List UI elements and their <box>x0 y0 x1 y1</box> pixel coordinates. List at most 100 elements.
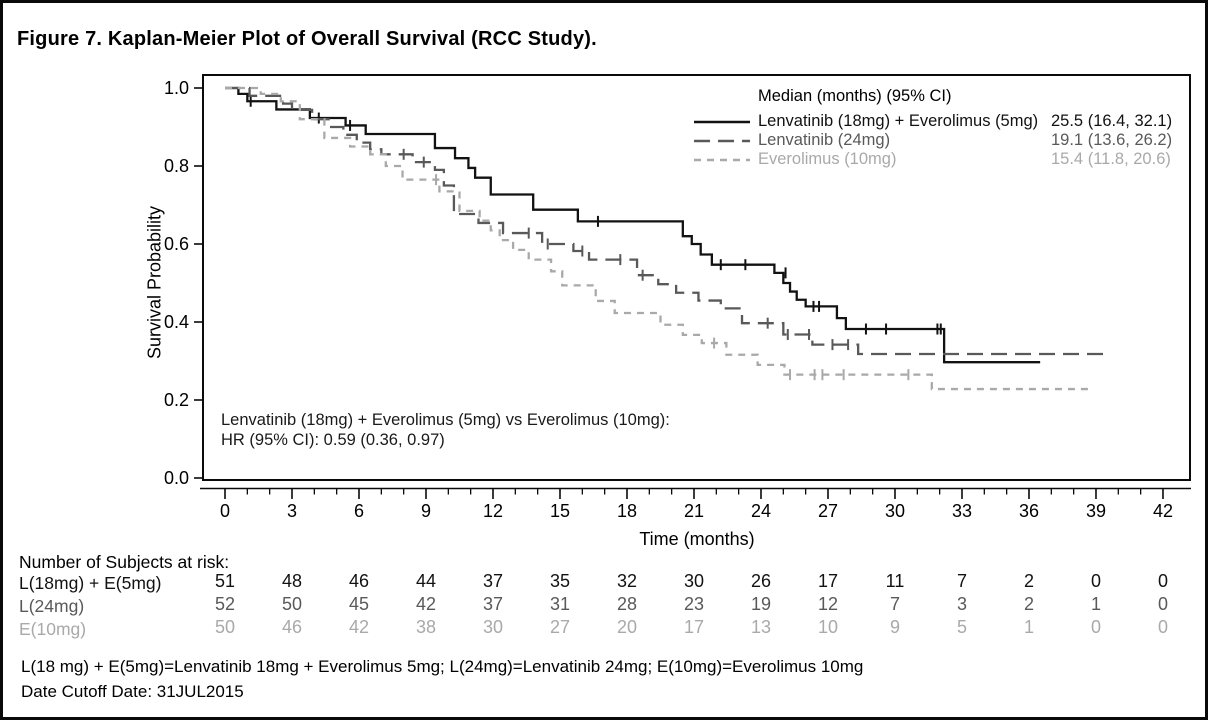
at-risk-row-label: E(10mg) <box>19 619 87 639</box>
svg-text:18: 18 <box>617 501 637 521</box>
svg-text:36: 36 <box>1019 501 1039 521</box>
legend-item-lenvatinib-24: Lenvatinib (24mg) 19.1 (13.6, 26.2) <box>693 131 1172 150</box>
censor-marks-2 <box>435 174 910 381</box>
svg-text:0: 0 <box>220 501 230 521</box>
survival-curves <box>225 86 1108 391</box>
svg-text:2: 2 <box>1024 594 1034 614</box>
svg-text:30: 30 <box>885 501 905 521</box>
censor-marks-1 <box>402 148 850 351</box>
at-risk-row-label: L(24mg) <box>19 596 85 616</box>
at-risk-table-title: Number of Subjects at risk: <box>19 552 230 572</box>
legend-header: Median (months) (95% CI) <box>758 87 952 105</box>
svg-text:19: 19 <box>751 594 771 614</box>
svg-text:30: 30 <box>483 617 503 637</box>
svg-text:21: 21 <box>684 501 704 521</box>
x-axis-label: Time (months) <box>639 529 755 549</box>
svg-text:23: 23 <box>684 594 704 614</box>
svg-text:46: 46 <box>349 571 369 591</box>
svg-text:0: 0 <box>1158 571 1168 591</box>
svg-text:13: 13 <box>751 617 771 637</box>
svg-text:24: 24 <box>751 501 771 521</box>
legend-line-sample-short-dash <box>694 158 750 161</box>
svg-text:48: 48 <box>282 571 302 591</box>
svg-text:26: 26 <box>751 571 771 591</box>
svg-text:17: 17 <box>684 617 704 637</box>
svg-text:6: 6 <box>354 501 364 521</box>
svg-text:46: 46 <box>282 617 302 637</box>
svg-text:37: 37 <box>483 594 503 614</box>
svg-text:0: 0 <box>1091 571 1101 591</box>
svg-text:1: 1 <box>1091 594 1101 614</box>
at-risk-values: 51 48 46 44 37 35 32 30 26 17 11 7 2 0 052 50 45 42 37 31 28… <box>215 571 1168 637</box>
svg-text:9: 9 <box>890 617 900 637</box>
svg-text:12: 12 <box>818 594 838 614</box>
legend-median-value: 25.5 (16.4, 32.1) <box>1051 112 1173 130</box>
svg-text:17: 17 <box>818 571 838 591</box>
svg-text:27: 27 <box>550 617 570 637</box>
legend-line-sample-long-dash <box>694 139 750 142</box>
svg-text:3: 3 <box>957 594 967 614</box>
svg-text:42: 42 <box>416 594 436 614</box>
svg-text:10: 10 <box>818 617 838 637</box>
svg-text:7: 7 <box>957 571 967 591</box>
svg-text:12: 12 <box>483 501 503 521</box>
legend-series-label: Lenvatinib (24mg) <box>758 131 891 149</box>
svg-text:1: 1 <box>1024 617 1034 637</box>
figure-title: Figure 7. Kaplan-Meier Plot of Overall S… <box>17 28 597 50</box>
y-axis-label: Survival Probability <box>144 205 165 360</box>
legend-item-lenvatinib-everolimus: Lenvatinib (18mg) + Everolimus (5mg) 25.… <box>693 112 1172 131</box>
svg-text:33: 33 <box>952 501 972 521</box>
svg-text:0.0: 0.0 <box>164 468 189 488</box>
svg-text:20: 20 <box>617 617 637 637</box>
svg-text:44: 44 <box>416 571 436 591</box>
svg-text:11: 11 <box>886 571 905 591</box>
svg-text:35: 35 <box>550 571 570 591</box>
svg-text:1.0: 1.0 <box>164 78 189 98</box>
svg-text:27: 27 <box>818 501 838 521</box>
km-plot-svg: 0 3 6 9 12 15 18 21 24 27 30 33 36 39 420.00.20.40.60.… <box>164 74 1191 637</box>
svg-text:37: 37 <box>483 571 503 591</box>
svg-text:0.2: 0.2 <box>164 390 189 410</box>
svg-text:42: 42 <box>1153 501 1173 521</box>
svg-text:9: 9 <box>421 501 431 521</box>
plot-frame <box>202 74 1191 481</box>
legend-median-value: 19.1 (13.6, 26.2) <box>1051 131 1173 149</box>
svg-text:7: 7 <box>890 594 900 614</box>
hr-annotation-line2: HR (95% CI): 0.59 (0.36, 0.97) <box>221 430 445 449</box>
abbreviation-footnote: L(18 mg) + E(5mg)=Lenvatinib 18mg + Ever… <box>21 657 864 676</box>
svg-text:31: 31 <box>550 594 570 614</box>
legend-median-value: 15.4 (11.8, 20.6) <box>1051 150 1171 168</box>
svg-text:38: 38 <box>416 617 436 637</box>
svg-text:5: 5 <box>957 617 967 637</box>
svg-text:0.4: 0.4 <box>164 312 189 332</box>
svg-text:3: 3 <box>287 501 297 521</box>
svg-text:0.8: 0.8 <box>164 156 189 176</box>
legend-item-everolimus-10: Everolimus (10mg) 15.4 (11.8, 20.6) <box>693 150 1172 169</box>
svg-text:28: 28 <box>617 594 637 614</box>
svg-text:39: 39 <box>1086 501 1106 521</box>
x-axis: 0 3 6 9 12 15 18 21 24 27 30 33 36 39 42 <box>200 487 1191 521</box>
svg-text:51: 51 <box>215 571 235 591</box>
legend-line-sample-solid <box>694 120 750 123</box>
data-cutoff-footnote: Date Cutoff Date: 31JUL2015 <box>21 682 244 701</box>
svg-text:0: 0 <box>1158 617 1168 637</box>
svg-text:0: 0 <box>1091 617 1101 637</box>
hr-annotation-line1: Lenvatinib (18mg) + Everolimus (5mg) vs … <box>221 411 670 429</box>
svg-text:15: 15 <box>550 501 570 521</box>
svg-text:45: 45 <box>349 594 369 614</box>
svg-text:52: 52 <box>215 594 235 614</box>
y-axis: 0.0 0.2 0.4 0.6 0.8 1.0 <box>164 78 203 488</box>
svg-text:32: 32 <box>617 571 637 591</box>
survival-curve-2 <box>225 86 1094 391</box>
legend-series-label: Lenvatinib (18mg) + Everolimus (5mg) <box>758 112 1039 130</box>
svg-text:0.6: 0.6 <box>164 234 189 254</box>
legend: Median (months) (95% CI) Lenvatinib (18m… <box>693 87 1172 169</box>
svg-text:42: 42 <box>349 617 369 637</box>
svg-text:30: 30 <box>684 571 704 591</box>
legend-series-label: Everolimus (10mg) <box>758 150 897 168</box>
svg-text:2: 2 <box>1024 571 1034 591</box>
hazard-ratio-annotation: Lenvatinib (18mg) + Everolimus (5mg) vs … <box>221 411 670 450</box>
survival-curve-0 <box>225 86 1041 364</box>
censor-marks-0 <box>249 95 942 335</box>
